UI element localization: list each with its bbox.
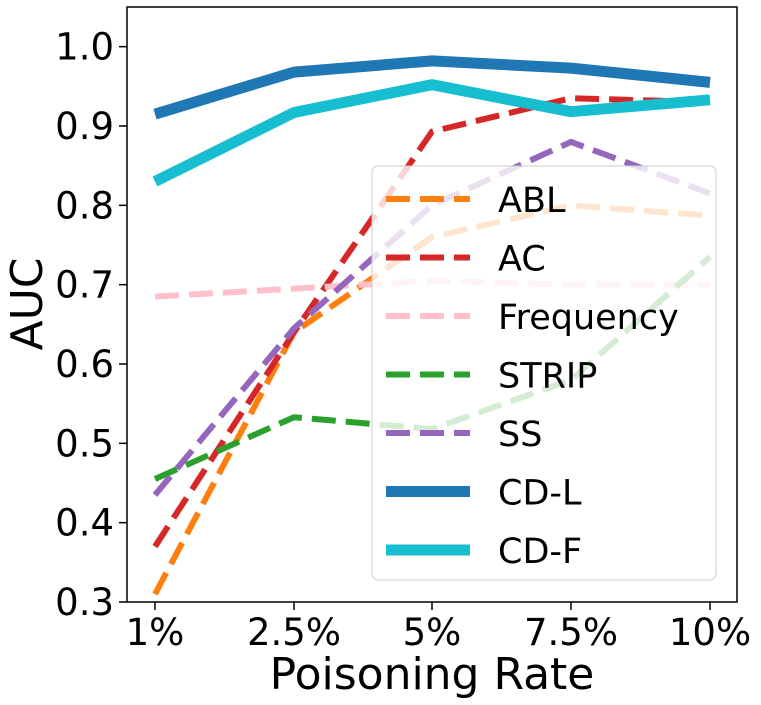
y-axis-title: AUC: [2, 257, 53, 350]
plot-frame: [126, 6, 738, 603]
legend-frame: [371, 165, 717, 581]
series-line-ss: [152, 138, 712, 497]
legend-label-strip: STRIP: [498, 357, 597, 397]
x-tick-label: 1%: [126, 611, 185, 654]
legend-label-ss: SS: [498, 415, 542, 455]
y-tick-label: 0.6: [55, 343, 114, 386]
y-tick-label: 0.3: [55, 581, 114, 624]
legend-label-abl: ABL: [498, 181, 566, 221]
series-line-cd-f: [152, 79, 711, 187]
x-tick-label: 5%: [403, 611, 462, 654]
legend-label-ac: AC: [498, 240, 546, 280]
tick-layer: 0.3 0.4 0.5 0.6 0.7 0.8 0.9 1.0 1% 2.5% 5% 7.5% 10%: [55, 26, 751, 654]
legend-label-cd-l: CD-L: [498, 474, 582, 514]
y-tick-label: 0.8: [55, 184, 114, 227]
legend-label-frequency: Frequency: [498, 298, 679, 338]
legend: ABL AC Frequency STRIP SS CD-L CD-F: [371, 165, 717, 581]
x-tick-label: 7.5%: [524, 611, 618, 654]
legend-label-cd-f: CD-F: [498, 532, 582, 572]
x-axis-title: Poisoning Rate: [270, 649, 595, 700]
x-tick-label: 2.5%: [247, 611, 341, 654]
series-line-ac: [152, 95, 711, 549]
y-tick-label: 1.0: [55, 26, 114, 69]
y-tick-label: 0.5: [55, 422, 114, 465]
x-tick-label: 10%: [669, 611, 751, 654]
y-tick-label: 0.4: [55, 502, 114, 545]
y-tick-label: 0.7: [55, 264, 114, 307]
series-line-cd-l: [153, 55, 711, 120]
y-tick-label: 0.9: [55, 105, 114, 148]
